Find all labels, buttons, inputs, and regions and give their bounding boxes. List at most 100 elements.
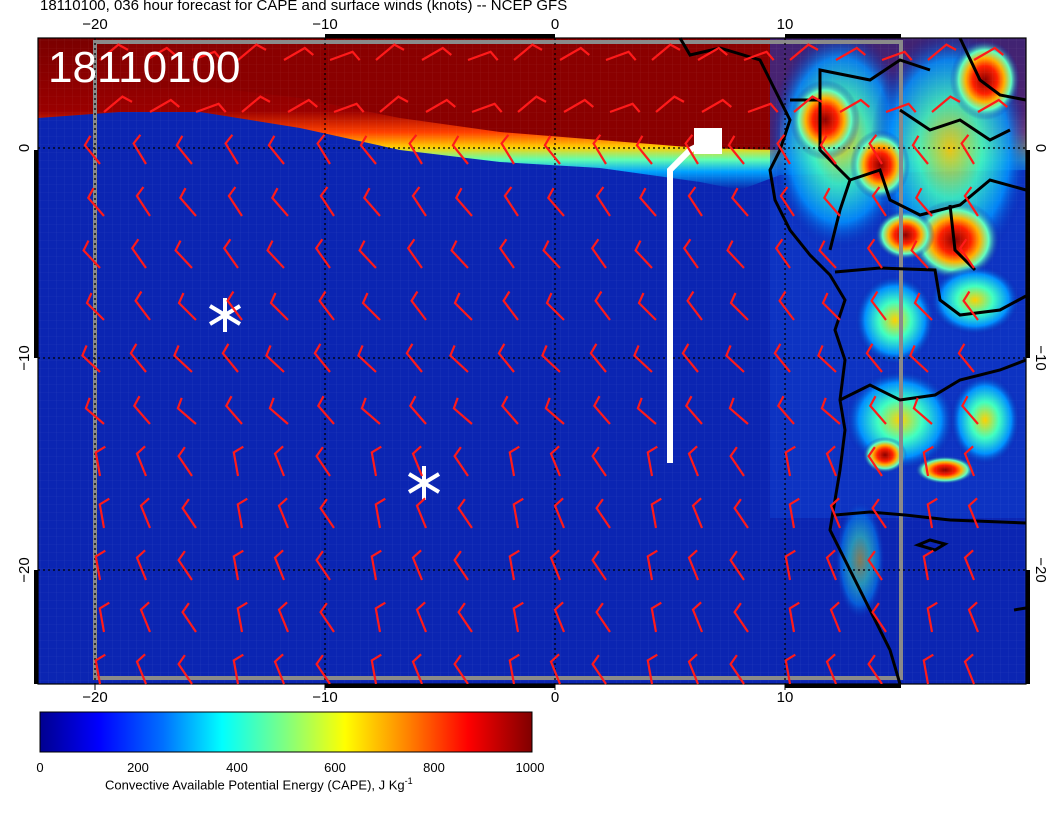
wind-barb xyxy=(867,654,883,685)
wind-barb xyxy=(177,550,193,581)
wind-barb xyxy=(358,240,377,269)
wind-barb xyxy=(549,653,562,685)
left-lat-tick: 0 xyxy=(16,144,33,152)
wind-barb xyxy=(357,344,377,373)
wind-barb xyxy=(500,134,515,165)
wind-barb xyxy=(885,102,917,114)
wind-barb xyxy=(224,395,243,425)
wind-barb xyxy=(684,395,703,425)
wind-barb xyxy=(691,601,704,633)
top-lon-tick: −10 xyxy=(312,16,337,33)
wind-barb xyxy=(776,134,791,165)
figure-title: 18110100, 036 hour forecast for CAPE and… xyxy=(40,0,568,14)
wind-barb xyxy=(178,187,197,217)
wind-barb xyxy=(94,549,106,581)
wind-barb xyxy=(967,601,980,633)
wind-barb xyxy=(508,653,520,685)
wind-barb xyxy=(681,343,699,373)
wind-barb xyxy=(273,653,286,685)
wind-barb xyxy=(508,445,520,477)
wind-barb xyxy=(553,601,566,633)
wind-barb xyxy=(135,445,148,477)
wind-barb xyxy=(967,497,980,529)
wind-barb xyxy=(931,95,961,113)
wind-barb xyxy=(408,395,427,425)
wind-barb xyxy=(839,98,870,113)
wind-barb xyxy=(635,135,653,165)
wind-barb xyxy=(227,186,243,217)
wind-barb xyxy=(822,187,841,217)
wind-barb xyxy=(829,601,842,633)
wind-barb xyxy=(277,601,290,633)
wind-barb xyxy=(634,240,653,269)
wind-barb xyxy=(957,343,975,373)
wind-barb xyxy=(181,602,197,633)
wind-barb xyxy=(135,186,151,217)
colorbar-tick: 1000 xyxy=(515,760,545,775)
wind-barb xyxy=(788,497,800,529)
date-stamp: 18110100 xyxy=(48,43,241,92)
wind-barb xyxy=(316,395,335,425)
wind-barb xyxy=(868,395,887,425)
wind-barb xyxy=(266,240,285,269)
wind-barb xyxy=(273,445,286,477)
wind-barb xyxy=(682,238,699,269)
wind-barb xyxy=(129,343,147,373)
wind-barb xyxy=(818,240,837,269)
wind-barb xyxy=(963,549,976,581)
wind-barb xyxy=(733,498,749,529)
wind-barb xyxy=(544,397,565,425)
wind-barb xyxy=(545,292,565,321)
wind-barb xyxy=(84,397,105,425)
wind-barb xyxy=(411,186,427,217)
wind-barb xyxy=(789,43,819,61)
wind-barb xyxy=(779,186,795,217)
wind-barb xyxy=(408,134,423,165)
wind-barb xyxy=(687,549,700,581)
wind-barb xyxy=(729,654,745,685)
wind-barb xyxy=(145,46,176,61)
wind-barb xyxy=(134,290,151,321)
wind-barb xyxy=(825,549,838,581)
wind-barb xyxy=(963,653,976,685)
wind-barb xyxy=(646,445,658,477)
wind-barb xyxy=(646,549,658,581)
wind-barb xyxy=(926,601,938,633)
wind-barb xyxy=(379,95,409,113)
top-lon-tick: 10 xyxy=(777,16,794,33)
wind-barb xyxy=(370,549,382,581)
colorbar-tick: 0 xyxy=(36,760,44,775)
wind-barb xyxy=(591,654,607,685)
colorbar-tick: 600 xyxy=(324,760,346,775)
wind-barb xyxy=(726,240,745,269)
wind-barb xyxy=(691,497,704,529)
wind-barb xyxy=(221,343,239,373)
wind-barb xyxy=(513,43,543,61)
wind-barb xyxy=(729,292,749,321)
wind-barb xyxy=(867,446,883,477)
wind-barb xyxy=(963,445,976,477)
wind-barb xyxy=(743,50,775,62)
wind-barb xyxy=(226,290,243,321)
wind-barb xyxy=(609,102,641,114)
wind-barb xyxy=(98,497,110,529)
wind-barb xyxy=(135,549,148,581)
wind-barb xyxy=(727,135,745,165)
wind-barb xyxy=(922,445,934,477)
wind-barb xyxy=(451,135,469,165)
wind-barb xyxy=(926,497,938,529)
wind-barb xyxy=(411,653,424,685)
wind-barb xyxy=(236,601,248,633)
wind-barb xyxy=(453,550,469,581)
wind-barb xyxy=(453,446,469,477)
wind-barb xyxy=(415,601,428,633)
marker-asterisk-2 xyxy=(407,466,441,500)
wind-barb xyxy=(313,343,331,373)
wind-barb xyxy=(881,50,913,62)
wind-barb xyxy=(592,134,607,165)
wind-barb xyxy=(595,186,611,217)
wind-barb xyxy=(546,187,565,217)
wind-barb xyxy=(410,290,427,321)
right-lat-tick: −10 xyxy=(1032,345,1049,370)
wind-barb xyxy=(370,653,382,685)
